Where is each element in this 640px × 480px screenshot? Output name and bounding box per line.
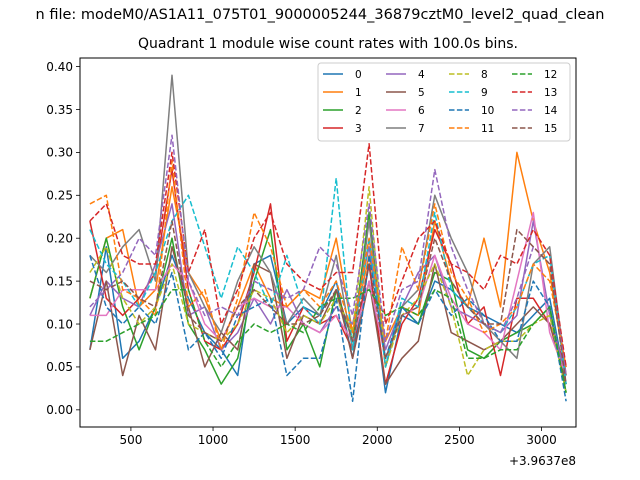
series-line-11 bbox=[89, 160, 567, 368]
axis-layer: 500 1000 1500 2000 2500 3000 0.00 0.05 0.10 0.15 0… bbox=[46, 60, 557, 447]
series-line-14 bbox=[89, 134, 567, 376]
y-tick-label: 0.15 bbox=[46, 274, 73, 288]
y-tick-label: 0.35 bbox=[46, 103, 73, 117]
legend-label-15: 15 bbox=[544, 123, 557, 135]
y-tick-label: 0.40 bbox=[46, 60, 73, 74]
y-tick-label: 0.00 bbox=[46, 403, 73, 417]
series-layer bbox=[89, 74, 567, 403]
legend-label-9: 9 bbox=[481, 87, 488, 99]
legend-label-11: 11 bbox=[481, 123, 494, 135]
series-line-10 bbox=[89, 254, 567, 403]
legend-label-6: 6 bbox=[418, 105, 425, 117]
x-tick-label: 3000 bbox=[526, 433, 557, 447]
legend-label-12: 12 bbox=[544, 69, 557, 81]
legend-label-4: 4 bbox=[418, 69, 425, 81]
x-tick-label: 2500 bbox=[444, 433, 475, 447]
legend-label-10: 10 bbox=[481, 105, 494, 117]
legend-box bbox=[317, 62, 571, 142]
x-tick-label: 2000 bbox=[362, 433, 393, 447]
series-line-1 bbox=[89, 151, 567, 376]
series-line-6 bbox=[89, 211, 567, 376]
legend-label-1: 1 bbox=[355, 87, 362, 99]
y-tick-label: 0.20 bbox=[46, 232, 73, 246]
y-tick-label: 0.30 bbox=[46, 146, 73, 160]
x-offset-label: +3.9637e8 bbox=[509, 454, 576, 468]
legend-label-8: 8 bbox=[481, 69, 488, 81]
y-tick-label: 0.10 bbox=[46, 317, 73, 331]
legend-label-14: 14 bbox=[544, 105, 558, 117]
figure-suptitle: n file: modeM0/AS1A11_075T01_9000005244_… bbox=[36, 7, 605, 23]
series-line-8 bbox=[89, 185, 567, 393]
y-tick-label: 0.05 bbox=[46, 360, 73, 374]
chart-title: Quadrant 1 module wise count rates with … bbox=[138, 36, 518, 52]
y-tick-label: 0.25 bbox=[46, 189, 73, 203]
series-line-13 bbox=[89, 143, 567, 368]
legend-label-3: 3 bbox=[355, 123, 362, 135]
legend-label-2: 2 bbox=[355, 105, 362, 117]
legend-label-13: 13 bbox=[544, 87, 557, 99]
series-line-15 bbox=[89, 220, 567, 385]
series-line-12 bbox=[89, 288, 567, 393]
x-tick-label: 1000 bbox=[198, 433, 229, 447]
legend-label-0: 0 bbox=[355, 69, 362, 81]
legend-label-5: 5 bbox=[418, 87, 425, 99]
series-line-7 bbox=[89, 74, 567, 376]
legend-label-7: 7 bbox=[418, 123, 425, 135]
x-tick-label: 500 bbox=[119, 433, 142, 447]
plot-frame bbox=[79, 57, 577, 428]
x-tick-label: 1500 bbox=[280, 433, 311, 447]
